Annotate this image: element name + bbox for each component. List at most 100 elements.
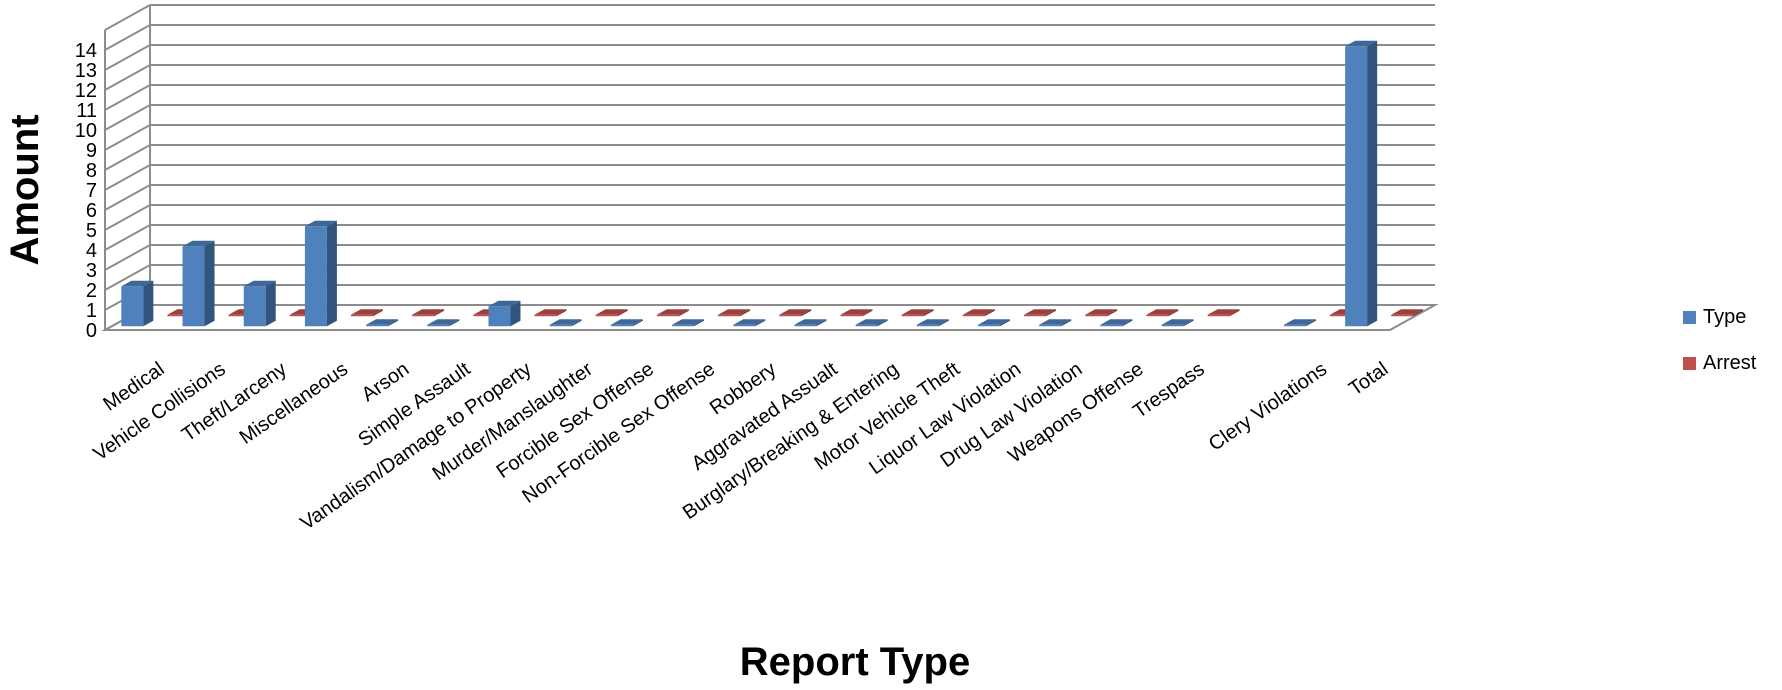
bar-side: [1183, 319, 1194, 327]
bar-side: [510, 300, 521, 327]
bar-top: [779, 309, 812, 315]
bar-type: [304, 220, 337, 327]
bar-front: [1329, 314, 1352, 317]
bar-side: [265, 280, 276, 327]
gridline-side: [104, 24, 151, 51]
bar-side: [204, 240, 215, 327]
bar-top: [243, 280, 276, 287]
legend-label-arrest: Arrest: [1703, 352, 1757, 374]
bar-side: [326, 220, 337, 327]
bar-front: [289, 314, 312, 317]
y-tick-label: 7: [86, 180, 97, 202]
bar-front: [595, 314, 618, 317]
bar-side: [1122, 319, 1133, 327]
bar-front: [916, 324, 939, 327]
bar-side: [617, 309, 628, 317]
bar-arrest: [595, 309, 628, 317]
bar-side: [1061, 319, 1072, 327]
bar-side: [801, 309, 812, 317]
bar-top: [1024, 309, 1057, 315]
bar-type: [1039, 319, 1072, 327]
bar-front: [901, 314, 924, 317]
legend-swatch-arrest: [1683, 357, 1696, 370]
bar-front: [656, 314, 679, 317]
bar-front: [1283, 324, 1306, 327]
bar-arrest: [779, 309, 812, 317]
bar-arrest: [1207, 309, 1240, 317]
bar-side: [816, 319, 827, 327]
bar-type: [916, 319, 949, 327]
y-tick-label: 14: [75, 40, 97, 62]
x-axis-title: Report Type: [740, 640, 970, 684]
bar-top: [534, 309, 567, 315]
bar-front: [243, 286, 266, 327]
bar-type: [610, 319, 643, 327]
legend-label-type: Type: [1703, 306, 1746, 328]
gridline-side: [104, 224, 151, 251]
bar-top: [304, 220, 337, 227]
bar-front: [1161, 324, 1184, 327]
bar-top: [610, 319, 643, 325]
gridline-side: [104, 264, 151, 291]
bar-arrest: [718, 309, 751, 317]
bar-top: [1100, 319, 1133, 325]
bar-top: [1391, 309, 1424, 315]
bar-front: [1146, 314, 1169, 317]
bar-top: [350, 309, 383, 315]
bar-type: [366, 319, 399, 327]
gridline-side: [104, 84, 151, 111]
x-tick-label: Total: [1345, 358, 1392, 400]
y-tick-label: 2: [86, 280, 97, 302]
bar-type: [1100, 319, 1133, 327]
bar-top: [549, 319, 582, 325]
bar-front: [350, 314, 373, 317]
bar-type: [121, 280, 154, 327]
y-tick-label: 4: [86, 240, 97, 262]
bar-front: [962, 314, 985, 317]
bar-type: [243, 280, 276, 327]
bar-top: [916, 319, 949, 325]
bar-side: [1305, 319, 1316, 327]
bar-side: [449, 319, 460, 327]
bar-front: [718, 314, 741, 317]
bar-top: [1207, 309, 1240, 315]
bar-top: [595, 309, 628, 315]
x-tick-label: Miscellaneous: [236, 358, 352, 449]
bar-arrest: [656, 309, 689, 317]
bar-top: [121, 280, 154, 287]
bar-front: [610, 324, 633, 327]
bar-type: [1345, 40, 1378, 327]
y-tick-label: 9: [86, 140, 97, 162]
floor: [101, 304, 1439, 331]
bar-front: [228, 314, 251, 317]
bar-top: [1039, 319, 1072, 325]
bar-type: [1283, 319, 1316, 327]
bar-top: [672, 319, 705, 325]
bar-side: [923, 309, 934, 317]
bar-side: [877, 319, 888, 327]
gridline-side: [104, 184, 151, 211]
bar-front: [1100, 324, 1123, 327]
bar-front: [412, 314, 435, 317]
bar-top: [978, 319, 1011, 325]
bar-front: [1207, 314, 1230, 317]
bar-front: [1345, 46, 1368, 327]
bar-front: [855, 324, 878, 327]
bar-front: [304, 226, 327, 327]
bar-top: [1345, 40, 1378, 47]
bar-side: [556, 309, 567, 317]
bar-front: [549, 324, 572, 327]
y-tick-label: 6: [86, 200, 97, 222]
bar-top: [718, 309, 751, 315]
bar-front: [488, 306, 511, 327]
y-tick-label: 1: [86, 300, 97, 322]
bar-arrest: [962, 309, 995, 317]
bar-type: [672, 319, 705, 327]
bar-side: [434, 309, 445, 317]
bar-front: [672, 324, 695, 327]
bar-top: [733, 319, 766, 325]
bar-side: [740, 309, 751, 317]
bar-side: [143, 280, 154, 327]
gridline-side: [104, 64, 151, 91]
